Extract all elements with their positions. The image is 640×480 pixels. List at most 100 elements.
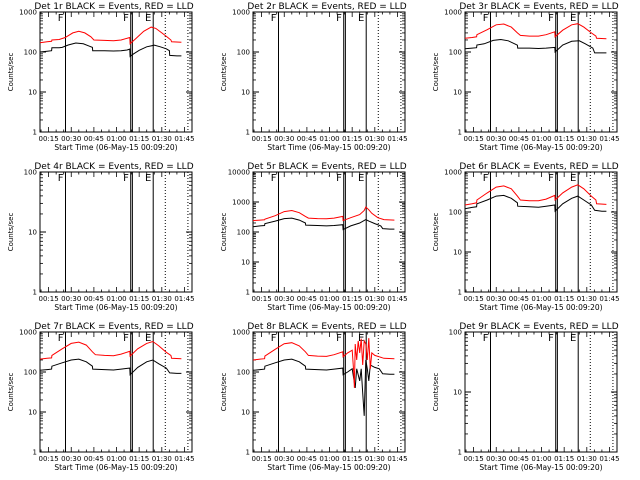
chart-7-xtick-label: 01:30 (365, 455, 385, 463)
chart-7-ytick-label: 100 (237, 369, 250, 377)
chart-5-xtick-label: 00:45 (509, 295, 529, 303)
chart-8-ytick-label: 1 (458, 449, 462, 457)
chart-3-marker-E: E (145, 173, 151, 184)
chart-2-xtick-label: 01:00 (531, 135, 551, 143)
chart-0-frame (39, 11, 193, 133)
chart-1-title: Det 2r BLACK = Events, RED = LLD (247, 2, 406, 12)
chart-5-ytick-label: 100 (449, 209, 462, 217)
chart-5-series-lld (464, 184, 607, 206)
chart-2-xtick-label: 01:45 (599, 135, 619, 143)
chart-1-ytick-label: 1000 (232, 9, 250, 17)
chart-0-ytick-label: 1000 (19, 9, 37, 17)
chart-4-frame (252, 171, 406, 293)
chart-7-xtick-label: 01:45 (387, 455, 407, 463)
chart-1-panel: Det 2r BLACK = Events, RED = LLD 1 10 100 10… (220, 2, 408, 152)
chart-0-xtick-label: 01:00 (106, 135, 126, 143)
chart-4-xtick-label: 01:15 (342, 295, 362, 303)
chart-3-ytick-label: 100 (24, 169, 37, 177)
chart-1-ytick-label: 100 (237, 49, 250, 57)
chart-5-xtick-label: 00:15 (464, 295, 484, 303)
chart-0-xtick-label: 01:30 (152, 135, 172, 143)
chart-2-panel: Det 3r BLACK = Events, RED = LLD 1 10 100 10… (432, 2, 620, 152)
chart-4-marker-F: F (271, 173, 277, 184)
chart-7-xtick-label: 00:15 (252, 455, 272, 463)
chart-6-xtick-label: 00:30 (61, 455, 81, 463)
chart-0-xtick-label: 00:45 (84, 135, 104, 143)
chart-0-marker-F: F (58, 13, 64, 24)
chart-6-ytick-label: 1 (33, 449, 37, 457)
chart-2-title: Det 3r BLACK = Events, RED = LLD (459, 2, 618, 12)
chart-6-marker-F: F (58, 333, 64, 344)
chart-4-panel: Det 5r BLACK = Events, RED = LLD 1 10 100 10… (220, 162, 408, 312)
chart-0-marker-F: F (123, 13, 129, 24)
chart-5-marker-E: E (570, 173, 576, 184)
chart-1-xtick-label: 00:15 (252, 135, 272, 143)
chart-7-xtick-label: 00:30 (274, 455, 294, 463)
chart-7-ytick-label: 1000 (232, 329, 250, 337)
chart-4-xtick-label: 01:00 (319, 295, 339, 303)
chart-7-title: Det 8r BLACK = Events, RED = LLD (247, 322, 406, 332)
chart-5-marker-F: F (483, 173, 489, 184)
chart-4-ytick-label: 1 (246, 289, 250, 297)
chart-5-ytick-label: 10 (453, 249, 462, 257)
chart-7-xtick-label: 00:45 (297, 455, 317, 463)
chart-8-xtick-label: 01:00 (531, 455, 551, 463)
chart-4-ytick-label: 1000 (232, 199, 250, 207)
chart-5-ytick-label: 1000 (444, 169, 462, 177)
chart-5-panel: Det 6r BLACK = Events, RED = LLD 1 10 100 10… (432, 162, 620, 312)
chart-6-ytick-label: 100 (24, 369, 37, 377)
chart-3-ytick-label: 10 (28, 229, 37, 237)
chart-1-marker-F: F (336, 13, 342, 24)
chart-8-panel: Det 9r BLACK = Events, RED = LLD 1 10 100 00… (432, 322, 620, 472)
chart-0-series-lld (39, 26, 182, 45)
chart-8-xtick-label: 01:30 (577, 455, 597, 463)
chart-6-title: Det 7r BLACK = Events, RED = LLD (34, 322, 193, 332)
chart-3-xtick-label: 01:45 (174, 295, 194, 303)
chart-1-marker-F: F (271, 13, 277, 24)
chart-8-xlabel: Start Time (06-May-15 00:09:20) (479, 463, 602, 472)
chart-3-xtick-label: 00:15 (39, 295, 59, 303)
chart-1-xtick-label: 01:30 (365, 135, 385, 143)
chart-7-marker-F: F (336, 333, 342, 344)
chart-4-xtick-label: 00:30 (274, 295, 294, 303)
chart-3-xlabel: Start Time (06-May-15 00:09:20) (54, 303, 177, 312)
chart-7-ytick-label: 10 (241, 409, 250, 417)
chart-5-xtick-label: 01:15 (554, 295, 574, 303)
chart-4-xlabel: Start Time (06-May-15 00:09:20) (267, 303, 390, 312)
chart-2-marker-E: E (570, 13, 576, 24)
chart-3-marker-F: F (123, 173, 129, 184)
chart-3-title: Det 4r BLACK = Events, RED = LLD (34, 162, 193, 172)
chart-6-series-events (39, 358, 182, 376)
chart-8-frame (464, 331, 618, 453)
chart-1-ytick-label: 1 (246, 129, 250, 137)
chart-8-ytick-label: 10 (453, 389, 462, 397)
chart-2-series-events (464, 38, 607, 54)
chart-0-xtick-label: 01:45 (174, 135, 194, 143)
chart-2-xtick-label: 01:15 (554, 135, 574, 143)
chart-5-ytick-label: 1 (458, 289, 462, 297)
chart-6-panel: Det 7r BLACK = Events, RED = LLD 1 10 100 10… (7, 322, 195, 472)
chart-7-marker-F: F (271, 333, 277, 344)
chart-0-xtick-label: 00:15 (39, 135, 59, 143)
chart-0-title: Det 1r BLACK = Events, RED = LLD (34, 2, 193, 12)
chart-0-panel: Det 1r BLACK = Events, RED = LLD 1 10 100 10… (7, 2, 195, 152)
chart-8-ytick-label: 100 (449, 329, 462, 337)
chart-2-xtick-label: 00:30 (486, 135, 506, 143)
chart-7-xlabel: Start Time (06-May-15 00:09:20) (267, 463, 390, 472)
chart-2-ytick-label: 100 (449, 49, 462, 57)
chart-4-series-lld (252, 206, 395, 222)
chart-6-ytick-label: 1000 (19, 329, 37, 337)
chart-2-series-lld (464, 23, 607, 40)
chart-5-frame (464, 171, 618, 293)
chart-8-xtick-label: 00:15 (464, 455, 484, 463)
chart-2-xtick-label: 01:30 (577, 135, 597, 143)
chart-1-marker-E: E (358, 13, 364, 24)
chart-8-marker-F: F (483, 333, 489, 344)
chart-5-xtick-label: 01:00 (531, 295, 551, 303)
chart-2-ytick-label: 1 (458, 129, 462, 137)
chart-6-frame (39, 331, 193, 453)
chart-6-ylabel: Counts/sec (7, 373, 15, 412)
chart-3-ytick-label: 1 (33, 289, 37, 297)
chart-3-xtick-label: 01:15 (129, 295, 149, 303)
chart-0-xtick-label: 00:30 (61, 135, 81, 143)
